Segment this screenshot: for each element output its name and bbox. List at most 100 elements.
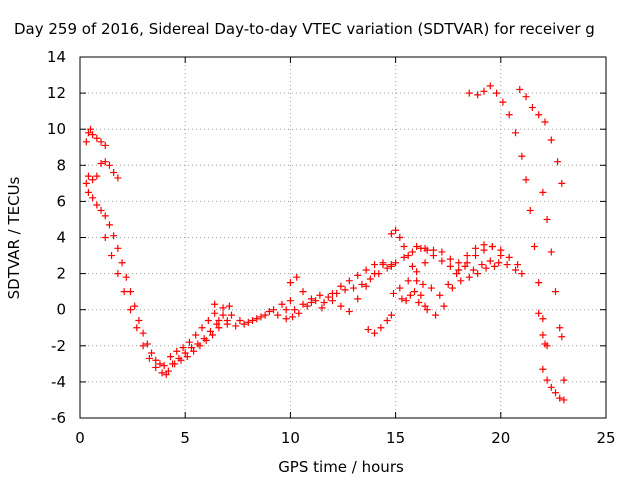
data-point (114, 244, 122, 252)
data-point (84, 188, 92, 196)
data-point (188, 344, 196, 352)
data-point (114, 270, 122, 278)
data-point (488, 243, 496, 251)
data-point (265, 308, 273, 316)
data-point (291, 306, 299, 314)
data-point (453, 270, 461, 278)
data-point (105, 161, 113, 169)
data-point (278, 300, 286, 308)
data-point (200, 335, 208, 343)
data-point (337, 282, 345, 290)
data-point (556, 324, 564, 332)
data-point (215, 317, 223, 325)
data-point (480, 241, 488, 249)
data-point (558, 333, 566, 341)
data-point (110, 232, 118, 240)
data-point (286, 279, 294, 287)
x-tick-label: 10 (281, 429, 300, 447)
data-point (423, 306, 431, 314)
data-point (114, 174, 122, 182)
data-point (465, 273, 473, 281)
y-tick-label: -2 (51, 337, 66, 355)
data-point (474, 270, 482, 278)
data-point (164, 367, 172, 375)
data-point (358, 280, 366, 288)
data-point (293, 273, 301, 281)
data-point (493, 89, 501, 97)
data-point (345, 277, 353, 285)
data-point (446, 262, 454, 270)
data-point (89, 176, 97, 184)
data-point (480, 87, 488, 95)
data-point (543, 376, 551, 384)
data-point (396, 284, 404, 292)
data-point (438, 248, 446, 256)
data-point (404, 277, 412, 285)
data-point (158, 369, 166, 377)
data-point (421, 244, 429, 252)
data-point (295, 309, 303, 317)
y-tick-label: 14 (47, 48, 66, 66)
data-point (469, 266, 477, 274)
data-point (478, 261, 486, 269)
data-point (350, 284, 358, 292)
data-point (402, 297, 410, 305)
data-point (93, 201, 101, 209)
data-point (448, 284, 456, 292)
data-point (552, 389, 560, 397)
data-point (328, 289, 336, 297)
data-point (145, 354, 153, 362)
data-point (219, 304, 227, 312)
data-point (320, 298, 328, 306)
data-point (362, 282, 370, 290)
data-point (249, 317, 257, 325)
x-tick-label: 5 (180, 429, 190, 447)
data-point (166, 353, 174, 361)
data-point (554, 158, 562, 166)
data-point (133, 324, 141, 332)
data-point (183, 353, 191, 361)
data-point (198, 324, 206, 332)
data-point (139, 329, 147, 337)
data-point (194, 340, 202, 348)
data-point (535, 111, 543, 119)
data-point (354, 295, 362, 303)
data-point (175, 354, 183, 362)
data-point (173, 347, 181, 355)
data-point (413, 268, 421, 276)
data-point (282, 306, 290, 314)
data-point (312, 297, 320, 305)
data-point (541, 340, 549, 348)
y-tick-label: -4 (51, 373, 66, 391)
data-point (93, 172, 101, 180)
y-tick-label: 2 (56, 265, 66, 283)
data-point (417, 291, 425, 299)
data-point (528, 104, 536, 112)
data-point (82, 179, 90, 187)
data-point (225, 302, 233, 310)
data-point (179, 344, 187, 352)
data-point (560, 396, 568, 404)
data-point (474, 91, 482, 99)
data-point (429, 246, 437, 254)
data-point (408, 248, 416, 256)
data-point (89, 194, 97, 202)
data-point (101, 234, 109, 241)
data-point (497, 252, 505, 260)
chart-title: Day 259 of 2016, Sidereal Day-to-day VTE… (14, 20, 595, 38)
data-point (387, 311, 395, 319)
data-point (192, 331, 200, 339)
data-point (495, 259, 503, 267)
data-point (270, 306, 278, 314)
data-point (490, 262, 498, 270)
data-point (552, 288, 560, 296)
data-point (223, 320, 231, 328)
y-tick-label: 0 (56, 301, 66, 319)
data-point (379, 259, 387, 267)
data-point (514, 261, 522, 269)
data-point (126, 288, 134, 296)
data-point (503, 261, 511, 269)
data-point (482, 264, 490, 272)
data-point (427, 284, 435, 292)
